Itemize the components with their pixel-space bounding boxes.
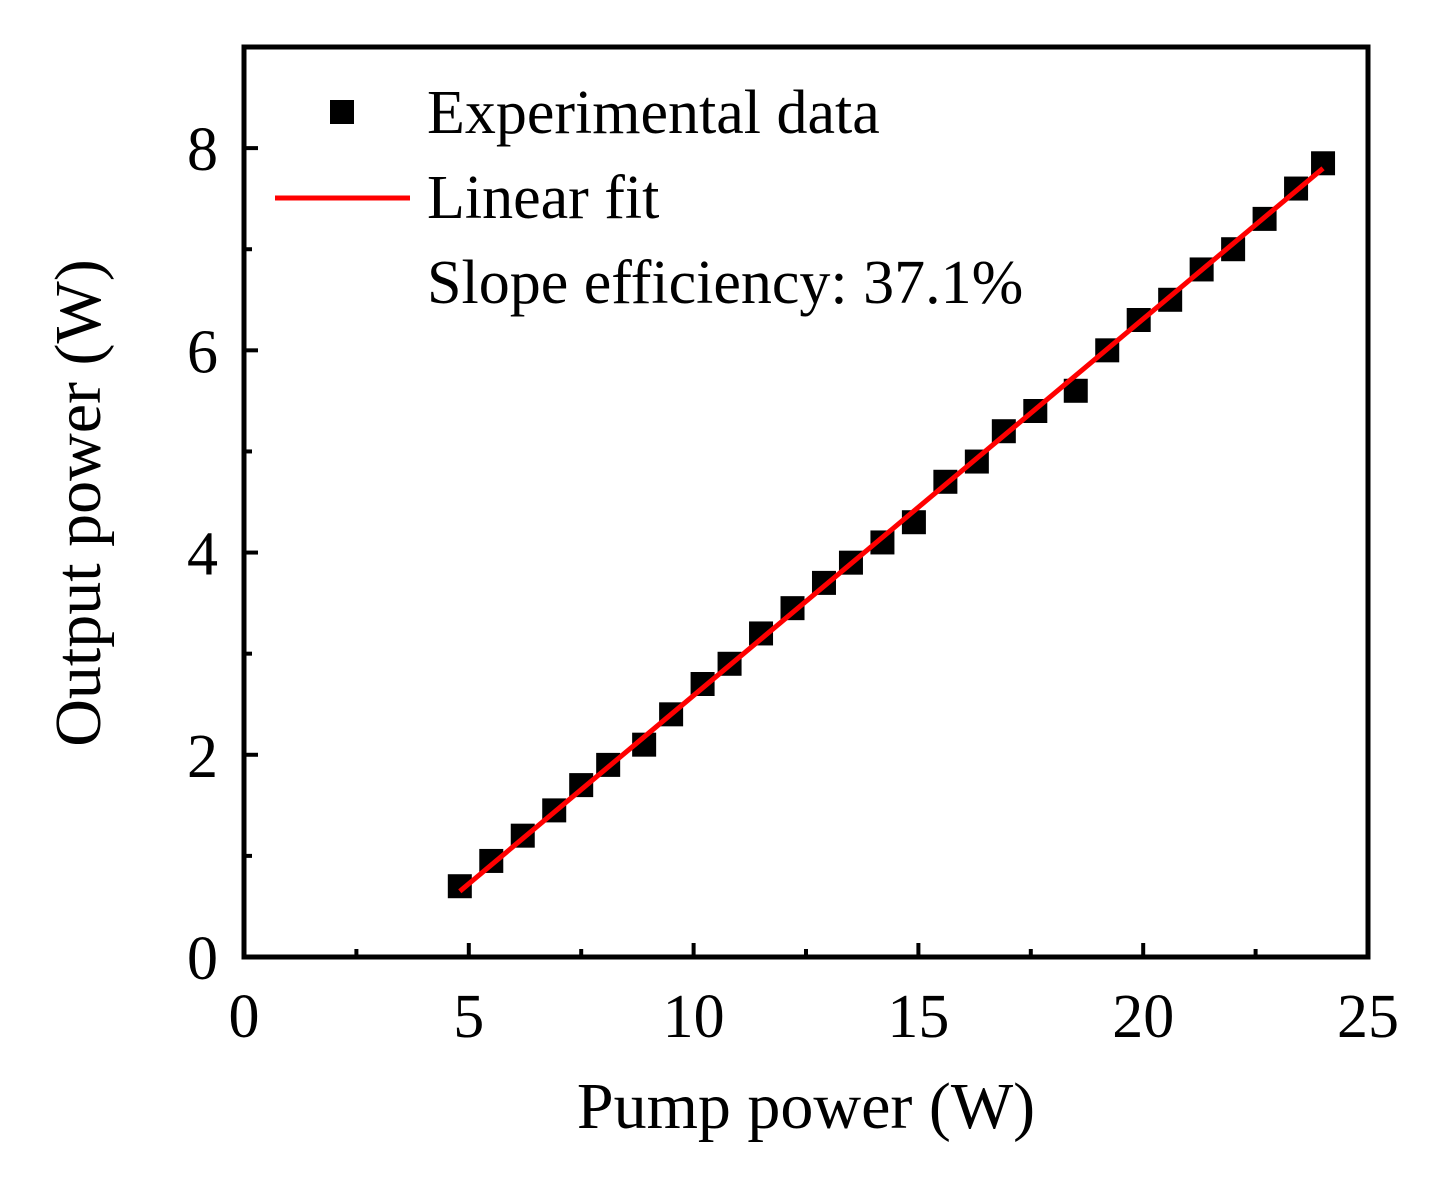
data-point (1311, 151, 1336, 176)
y-tick-label: 2 (187, 723, 218, 791)
legend-label-experimental: Experimental data (427, 79, 880, 147)
legend-label-linear-fit: Linear fit (427, 164, 659, 232)
x-tick-label: 0 (229, 983, 260, 1051)
x-axis-title: Pump power (W) (577, 1070, 1035, 1143)
x-tick-label: 10 (663, 983, 725, 1051)
y-tick-label: 8 (187, 116, 218, 184)
axes: 0 5 10 15 20 25 0 2 4 6 8 (187, 44, 1399, 1051)
y-tick-label: 4 (187, 521, 218, 589)
y-tick-label: 6 (187, 318, 218, 386)
x-tick-label: 5 (453, 983, 484, 1051)
y-tick-label: 0 (187, 925, 218, 993)
y-axis-title: Output power (W) (42, 259, 115, 747)
legend-marker-experimental (330, 100, 354, 124)
plot-frame (241, 44, 1371, 960)
x-tick-label: 15 (887, 983, 949, 1051)
linear-fit-line (458, 166, 1325, 894)
x-tick-label: 25 (1337, 983, 1399, 1051)
legend: Experimental data Linear fit Slope effic… (275, 79, 1023, 317)
annotation-slope-efficiency: Slope efficiency: 37.1% (427, 249, 1023, 317)
x-tick-label: 20 (1112, 983, 1174, 1051)
plot-area (447, 151, 1336, 899)
